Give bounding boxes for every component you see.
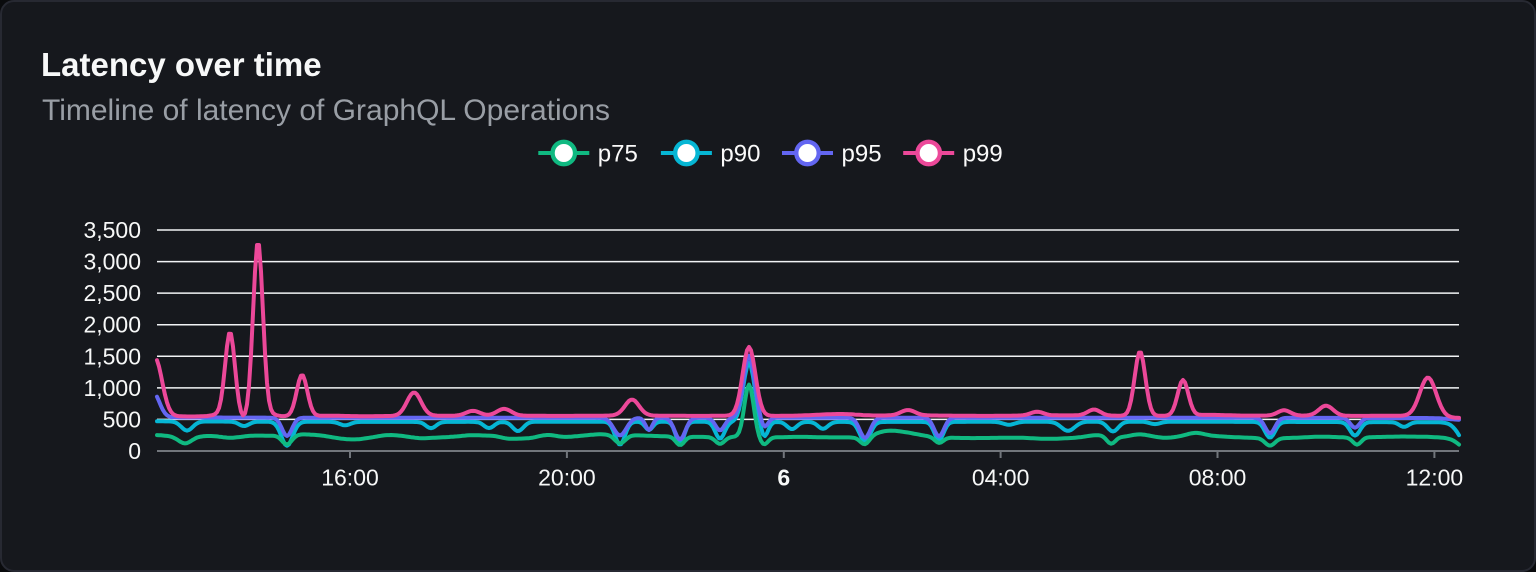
svg-text:20:00: 20:00	[538, 465, 596, 491]
svg-text:3,000: 3,000	[83, 249, 141, 275]
svg-text:3,500: 3,500	[83, 217, 141, 243]
svg-text:1,500: 1,500	[83, 343, 141, 369]
svg-text:1,000: 1,000	[83, 375, 141, 401]
svg-text:04:00: 04:00	[972, 465, 1030, 491]
svg-text:12:00: 12:00	[1406, 465, 1464, 491]
svg-text:16:00: 16:00	[321, 465, 379, 491]
svg-text:p99: p99	[963, 141, 1003, 168]
svg-text:08:00: 08:00	[1189, 465, 1247, 491]
svg-text:2,500: 2,500	[83, 280, 141, 306]
svg-text:0: 0	[128, 438, 141, 464]
svg-text:p90: p90	[720, 141, 760, 168]
svg-text:6: 6	[777, 465, 790, 491]
svg-text:p75: p75	[598, 141, 638, 168]
svg-text:500: 500	[103, 406, 141, 432]
svg-text:2,000: 2,000	[83, 312, 141, 338]
svg-text:p95: p95	[842, 141, 882, 168]
